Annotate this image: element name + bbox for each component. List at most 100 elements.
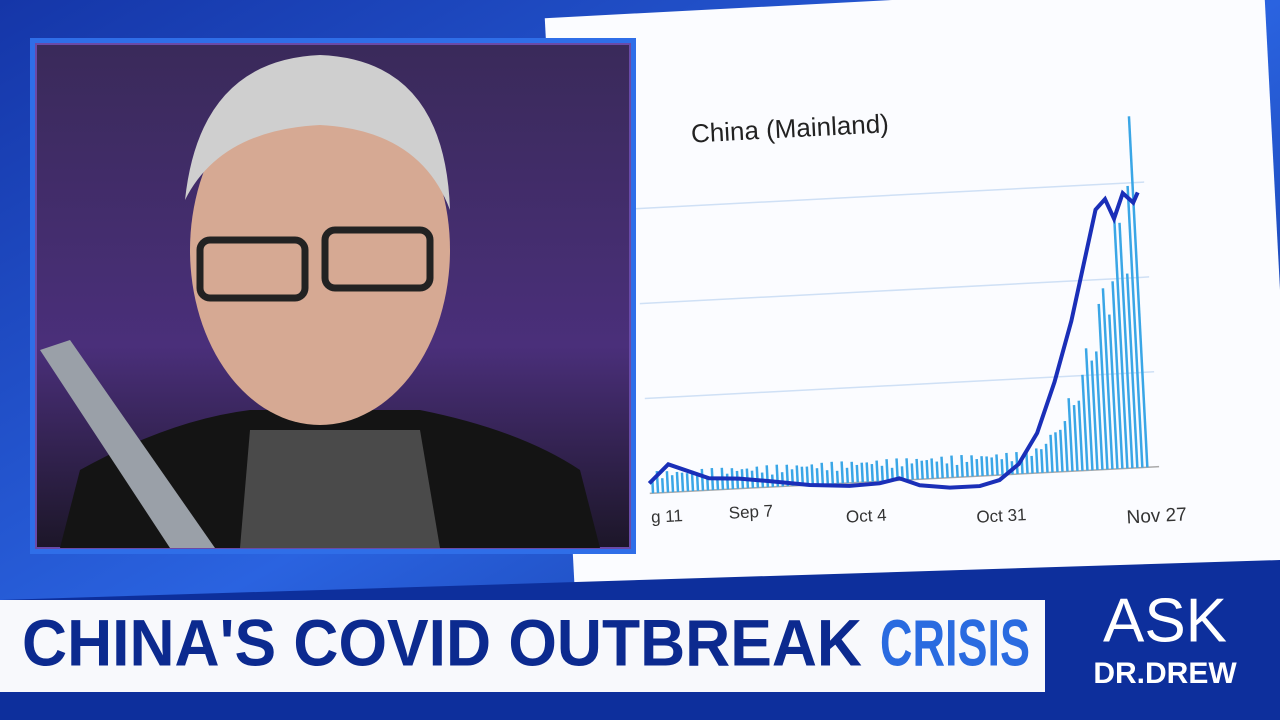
bar bbox=[935, 461, 939, 479]
bar bbox=[940, 456, 944, 479]
bar bbox=[1118, 222, 1134, 469]
x-label: Oct 4 bbox=[845, 505, 887, 526]
bar bbox=[930, 458, 934, 479]
bar bbox=[855, 464, 859, 483]
bar bbox=[1054, 432, 1059, 473]
bar bbox=[1101, 288, 1114, 470]
bar bbox=[850, 461, 854, 483]
bar bbox=[660, 478, 665, 493]
person-face bbox=[190, 75, 450, 425]
bar bbox=[960, 455, 964, 478]
glasses-left bbox=[196, 236, 309, 302]
x-label: Sep 7 bbox=[728, 501, 773, 522]
bar bbox=[845, 467, 850, 484]
bar bbox=[1020, 460, 1024, 474]
bar bbox=[915, 458, 919, 480]
banner-accent: CRISIS bbox=[880, 605, 1030, 679]
bar bbox=[875, 460, 879, 482]
bar bbox=[900, 466, 904, 481]
bar bbox=[920, 460, 924, 480]
bar bbox=[1077, 400, 1084, 471]
bar bbox=[675, 471, 680, 492]
bar bbox=[1034, 448, 1039, 474]
bar bbox=[955, 464, 959, 478]
bar bbox=[1081, 374, 1089, 471]
bar bbox=[800, 466, 805, 486]
bar bbox=[970, 455, 974, 477]
bar bbox=[910, 463, 914, 480]
grid-line bbox=[634, 181, 1145, 210]
bar bbox=[990, 457, 994, 476]
bar bbox=[1059, 429, 1064, 472]
glasses-right bbox=[321, 226, 434, 292]
bar bbox=[1126, 185, 1144, 468]
banner-title: CHINA'S COVID OUTBREAK bbox=[22, 605, 862, 679]
bar bbox=[975, 458, 979, 477]
bar bbox=[1049, 434, 1054, 473]
bar bbox=[980, 456, 984, 476]
bar bbox=[1067, 398, 1074, 472]
bar bbox=[1084, 348, 1094, 471]
grid-line bbox=[644, 371, 1155, 400]
bar bbox=[1097, 303, 1109, 470]
logo-bottom: DR.DREW bbox=[1093, 657, 1237, 690]
bar bbox=[825, 470, 830, 485]
bar bbox=[755, 466, 760, 488]
bar bbox=[1000, 459, 1004, 475]
bar bbox=[895, 458, 899, 481]
bar bbox=[880, 465, 884, 482]
bar bbox=[995, 454, 999, 476]
chart-panel: China (Mainland) g 11 Sep 7 Oct 4 Oct 31… bbox=[544, 0, 1280, 620]
bar bbox=[690, 470, 695, 492]
bar bbox=[705, 476, 710, 491]
logo-top: ASK bbox=[1103, 586, 1227, 655]
bar bbox=[985, 456, 989, 476]
bar bbox=[651, 481, 655, 494]
bar bbox=[1072, 405, 1079, 472]
bar bbox=[945, 463, 949, 478]
bar bbox=[925, 459, 929, 479]
bar bbox=[905, 458, 909, 480]
bar bbox=[835, 470, 840, 484]
bar bbox=[670, 475, 675, 493]
bar bbox=[1044, 443, 1049, 473]
bar bbox=[840, 461, 845, 484]
bar bbox=[1094, 351, 1104, 470]
bar bbox=[870, 464, 874, 482]
bar bbox=[965, 461, 969, 477]
chart-paper bbox=[544, 0, 1280, 620]
bar bbox=[695, 474, 700, 491]
bar bbox=[865, 462, 869, 483]
person-shirt bbox=[240, 430, 440, 548]
bar bbox=[890, 467, 894, 481]
bar bbox=[1125, 273, 1139, 468]
bar bbox=[810, 464, 815, 485]
bar bbox=[830, 461, 835, 484]
bar bbox=[1112, 216, 1129, 469]
person-hair bbox=[185, 55, 450, 210]
bar bbox=[795, 465, 800, 486]
bar bbox=[680, 472, 685, 492]
x-label: g 11 bbox=[651, 506, 684, 527]
bar bbox=[1025, 451, 1029, 474]
x-label: Nov 27 bbox=[1126, 504, 1187, 528]
bar bbox=[665, 471, 670, 493]
bar bbox=[805, 466, 810, 486]
microphone-arm bbox=[40, 340, 215, 548]
trend-line bbox=[647, 189, 1140, 490]
grid-line bbox=[639, 276, 1150, 305]
bar bbox=[1090, 360, 1099, 470]
bar bbox=[1030, 455, 1034, 474]
bar bbox=[860, 462, 864, 483]
bar bbox=[950, 455, 954, 478]
bar bbox=[885, 459, 889, 481]
banner bbox=[0, 600, 1045, 692]
bar bbox=[1040, 449, 1044, 473]
bar bbox=[1108, 314, 1119, 469]
bar bbox=[1005, 452, 1009, 475]
bar bbox=[820, 462, 825, 485]
bar bbox=[685, 473, 690, 492]
bar bbox=[815, 468, 820, 485]
